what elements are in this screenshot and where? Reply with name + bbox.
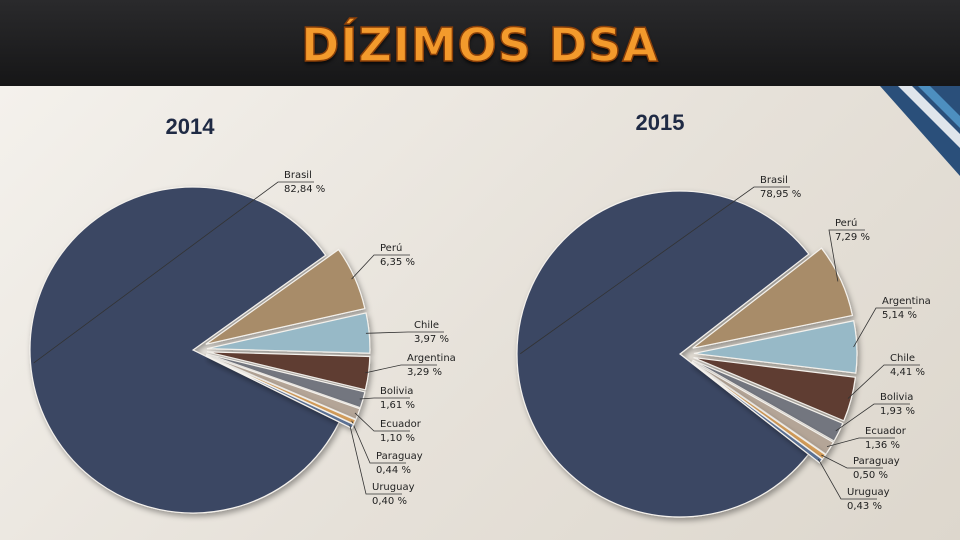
pie-slice-bolivia bbox=[692, 359, 844, 442]
slice-value: 0,50 % bbox=[853, 470, 888, 481]
leader-line bbox=[365, 364, 437, 374]
slice-label: Brasil bbox=[760, 175, 788, 186]
leader-line bbox=[826, 437, 895, 447]
slice-label: Perú bbox=[380, 242, 402, 254]
leader-line bbox=[359, 397, 410, 400]
leader-line bbox=[828, 229, 865, 282]
slice-value: 82,84 % bbox=[284, 184, 325, 195]
slice-label: Ecuador bbox=[380, 419, 422, 430]
pie-slice-brasil bbox=[29, 186, 340, 514]
leader-line bbox=[818, 458, 877, 500]
pie-chart-2015: 2015 Brasil 78,95 % Perú 7,29 % Argentina 5,14… bbox=[516, 110, 931, 518]
slice-value: 0,44 % bbox=[376, 465, 411, 476]
pie-slice-argentina bbox=[206, 351, 371, 391]
slice-value: 1,36 % bbox=[865, 440, 900, 451]
leader-line bbox=[351, 420, 406, 464]
slice-value: 1,10 % bbox=[380, 433, 415, 444]
slice-value: 1,61 % bbox=[380, 400, 415, 411]
slice-label: Perú bbox=[835, 217, 857, 229]
pie-slice-argentina bbox=[693, 320, 858, 374]
leader-line bbox=[365, 331, 444, 334]
slide-title: DÍZIMOS DSA bbox=[300, 17, 659, 73]
slice-label: Paraguay bbox=[376, 451, 423, 462]
slice-label: Chile bbox=[414, 320, 439, 331]
slice-label: Bolivia bbox=[880, 392, 913, 403]
leader-line bbox=[351, 254, 410, 280]
slice-value: 3,97 % bbox=[414, 334, 449, 345]
pie-slice-perú bbox=[692, 247, 854, 349]
slice-label: Argentina bbox=[882, 296, 931, 307]
title-bar bbox=[0, 0, 960, 86]
leader-line bbox=[33, 181, 314, 364]
slice-value: 78,95 % bbox=[760, 189, 801, 200]
leader-line bbox=[847, 364, 920, 399]
pie-slice-ecuador bbox=[691, 360, 835, 455]
slice-value: 5,14 % bbox=[882, 310, 917, 321]
chart-title: 2014 bbox=[166, 114, 216, 139]
pie-slice-chile bbox=[693, 356, 857, 422]
slice-value: 6,35 % bbox=[380, 257, 415, 268]
slice-value: 7,29 % bbox=[835, 232, 870, 243]
slice-value: 1,93 % bbox=[880, 406, 915, 417]
slice-label: Chile bbox=[890, 353, 915, 364]
slice-label: Ecuador bbox=[865, 426, 907, 437]
slice-label: Uruguay bbox=[847, 487, 890, 498]
slice-label: Paraguay bbox=[853, 456, 900, 467]
leader-line bbox=[853, 307, 912, 348]
chart-title: 2015 bbox=[636, 110, 685, 135]
slice-label: Brasil bbox=[284, 170, 312, 181]
slice-label: Bolivia bbox=[380, 386, 413, 397]
leader-line bbox=[835, 403, 910, 432]
slice-value: 0,43 % bbox=[847, 501, 882, 512]
pie-slice-uruguay bbox=[690, 361, 824, 464]
pie-slice-uruguay bbox=[205, 355, 355, 429]
leader-line bbox=[520, 186, 790, 355]
pie-chart-2014: 2014 Brasil 82,84 % Perú 6,35 % Chile 3,97 % Ar… bbox=[29, 114, 456, 514]
slice-label: Argentina bbox=[407, 353, 456, 364]
slice-value: 0,40 % bbox=[372, 496, 407, 507]
leader-line bbox=[354, 412, 410, 432]
corner-decoration bbox=[880, 86, 960, 176]
pie-slice-brasil bbox=[516, 190, 810, 518]
slice-value: 4,41 % bbox=[890, 367, 925, 378]
leader-line bbox=[821, 454, 883, 469]
slice-value: 3,29 % bbox=[407, 367, 442, 378]
leader-line bbox=[349, 424, 402, 495]
pie-slice-ecuador bbox=[205, 354, 361, 421]
pie-slice-perú bbox=[205, 248, 366, 345]
slice-label: Uruguay bbox=[372, 482, 415, 493]
pie-slice-bolivia bbox=[206, 353, 366, 409]
